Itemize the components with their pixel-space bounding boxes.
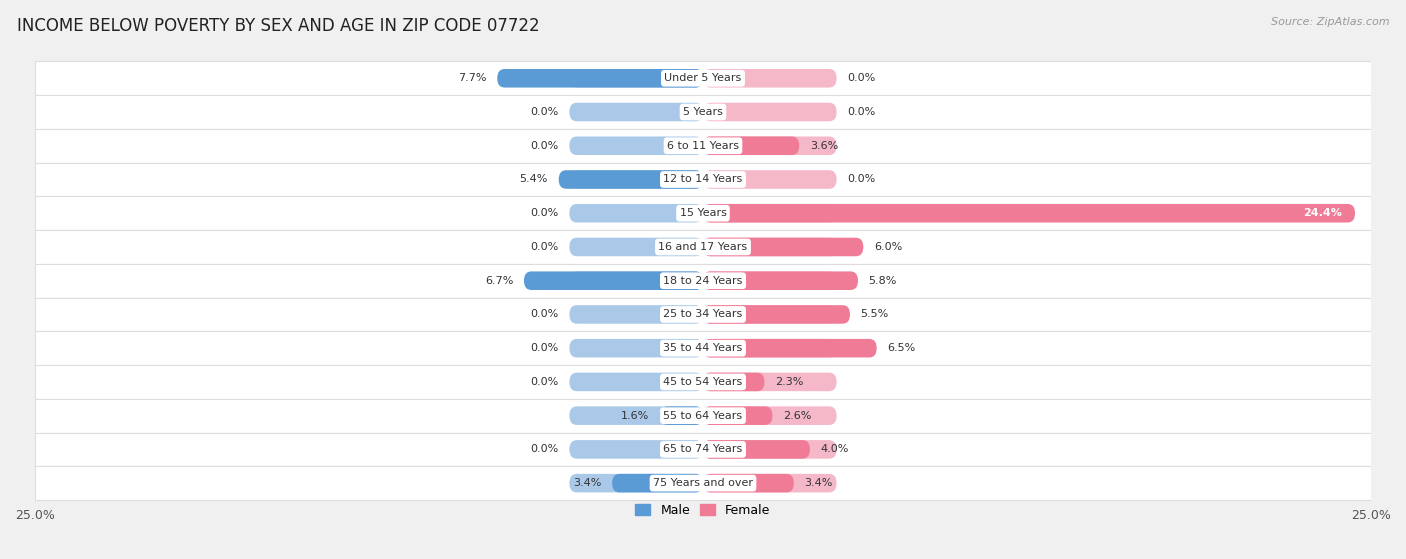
FancyBboxPatch shape — [703, 474, 794, 492]
FancyBboxPatch shape — [35, 331, 1371, 365]
FancyBboxPatch shape — [498, 69, 703, 88]
FancyBboxPatch shape — [703, 272, 858, 290]
Text: 0.0%: 0.0% — [530, 444, 558, 454]
FancyBboxPatch shape — [35, 163, 1371, 196]
Legend: Male, Female: Male, Female — [630, 499, 776, 522]
Text: 55 to 64 Years: 55 to 64 Years — [664, 411, 742, 421]
Text: 5.8%: 5.8% — [869, 276, 897, 286]
Text: 4.0%: 4.0% — [821, 444, 849, 454]
FancyBboxPatch shape — [569, 204, 703, 222]
FancyBboxPatch shape — [569, 69, 703, 88]
Text: 0.0%: 0.0% — [530, 343, 558, 353]
Text: 35 to 44 Years: 35 to 44 Years — [664, 343, 742, 353]
FancyBboxPatch shape — [703, 440, 810, 459]
Text: 2.3%: 2.3% — [775, 377, 803, 387]
Text: 5.5%: 5.5% — [860, 310, 889, 319]
FancyBboxPatch shape — [569, 339, 703, 357]
Text: 0.0%: 0.0% — [530, 209, 558, 218]
FancyBboxPatch shape — [569, 136, 703, 155]
FancyBboxPatch shape — [703, 339, 837, 357]
FancyBboxPatch shape — [569, 474, 703, 492]
FancyBboxPatch shape — [569, 103, 703, 121]
Text: 6.7%: 6.7% — [485, 276, 513, 286]
FancyBboxPatch shape — [569, 272, 703, 290]
FancyBboxPatch shape — [703, 238, 837, 256]
FancyBboxPatch shape — [35, 399, 1371, 433]
FancyBboxPatch shape — [703, 474, 837, 492]
Text: 0.0%: 0.0% — [530, 107, 558, 117]
Text: Source: ZipAtlas.com: Source: ZipAtlas.com — [1271, 17, 1389, 27]
Text: 6.5%: 6.5% — [887, 343, 915, 353]
FancyBboxPatch shape — [35, 466, 1371, 500]
FancyBboxPatch shape — [569, 440, 703, 459]
Text: INCOME BELOW POVERTY BY SEX AND AGE IN ZIP CODE 07722: INCOME BELOW POVERTY BY SEX AND AGE IN Z… — [17, 17, 540, 35]
Text: 6.0%: 6.0% — [875, 242, 903, 252]
Text: 5 Years: 5 Years — [683, 107, 723, 117]
FancyBboxPatch shape — [569, 170, 703, 189]
Text: 25 to 34 Years: 25 to 34 Years — [664, 310, 742, 319]
FancyBboxPatch shape — [661, 406, 703, 425]
FancyBboxPatch shape — [703, 170, 837, 189]
FancyBboxPatch shape — [703, 238, 863, 256]
Text: 5.4%: 5.4% — [520, 174, 548, 184]
FancyBboxPatch shape — [703, 136, 837, 155]
Text: 18 to 24 Years: 18 to 24 Years — [664, 276, 742, 286]
FancyBboxPatch shape — [558, 170, 703, 189]
FancyBboxPatch shape — [612, 474, 703, 492]
Text: 0.0%: 0.0% — [530, 141, 558, 151]
Text: 0.0%: 0.0% — [530, 310, 558, 319]
FancyBboxPatch shape — [703, 272, 837, 290]
Text: 0.0%: 0.0% — [530, 242, 558, 252]
FancyBboxPatch shape — [35, 365, 1371, 399]
Text: 24.4%: 24.4% — [1303, 209, 1341, 218]
Text: 2.6%: 2.6% — [783, 411, 811, 421]
Text: 0.0%: 0.0% — [848, 73, 876, 83]
Text: 45 to 54 Years: 45 to 54 Years — [664, 377, 742, 387]
FancyBboxPatch shape — [35, 196, 1371, 230]
FancyBboxPatch shape — [703, 136, 799, 155]
Text: 16 and 17 Years: 16 and 17 Years — [658, 242, 748, 252]
FancyBboxPatch shape — [703, 204, 1355, 222]
Text: 65 to 74 Years: 65 to 74 Years — [664, 444, 742, 454]
FancyBboxPatch shape — [703, 305, 837, 324]
Text: 15 Years: 15 Years — [679, 209, 727, 218]
FancyBboxPatch shape — [569, 305, 703, 324]
Text: 3.6%: 3.6% — [810, 141, 838, 151]
FancyBboxPatch shape — [703, 103, 837, 121]
FancyBboxPatch shape — [703, 406, 772, 425]
FancyBboxPatch shape — [569, 238, 703, 256]
Text: 1.6%: 1.6% — [621, 411, 650, 421]
FancyBboxPatch shape — [569, 406, 703, 425]
FancyBboxPatch shape — [35, 433, 1371, 466]
FancyBboxPatch shape — [35, 61, 1371, 95]
FancyBboxPatch shape — [703, 339, 877, 357]
FancyBboxPatch shape — [524, 272, 703, 290]
Text: 3.4%: 3.4% — [804, 478, 832, 488]
FancyBboxPatch shape — [35, 264, 1371, 297]
FancyBboxPatch shape — [35, 230, 1371, 264]
FancyBboxPatch shape — [703, 373, 765, 391]
Text: 75 Years and over: 75 Years and over — [652, 478, 754, 488]
FancyBboxPatch shape — [703, 305, 851, 324]
Text: 0.0%: 0.0% — [530, 377, 558, 387]
FancyBboxPatch shape — [703, 69, 837, 88]
Text: 0.0%: 0.0% — [848, 174, 876, 184]
FancyBboxPatch shape — [703, 373, 837, 391]
Text: 6 to 11 Years: 6 to 11 Years — [666, 141, 740, 151]
Text: 12 to 14 Years: 12 to 14 Years — [664, 174, 742, 184]
Text: Under 5 Years: Under 5 Years — [665, 73, 741, 83]
FancyBboxPatch shape — [703, 204, 837, 222]
FancyBboxPatch shape — [703, 406, 837, 425]
FancyBboxPatch shape — [35, 95, 1371, 129]
Text: 0.0%: 0.0% — [848, 107, 876, 117]
FancyBboxPatch shape — [703, 440, 837, 459]
FancyBboxPatch shape — [35, 297, 1371, 331]
Text: 7.7%: 7.7% — [458, 73, 486, 83]
FancyBboxPatch shape — [35, 129, 1371, 163]
Text: 3.4%: 3.4% — [574, 478, 602, 488]
FancyBboxPatch shape — [569, 373, 703, 391]
